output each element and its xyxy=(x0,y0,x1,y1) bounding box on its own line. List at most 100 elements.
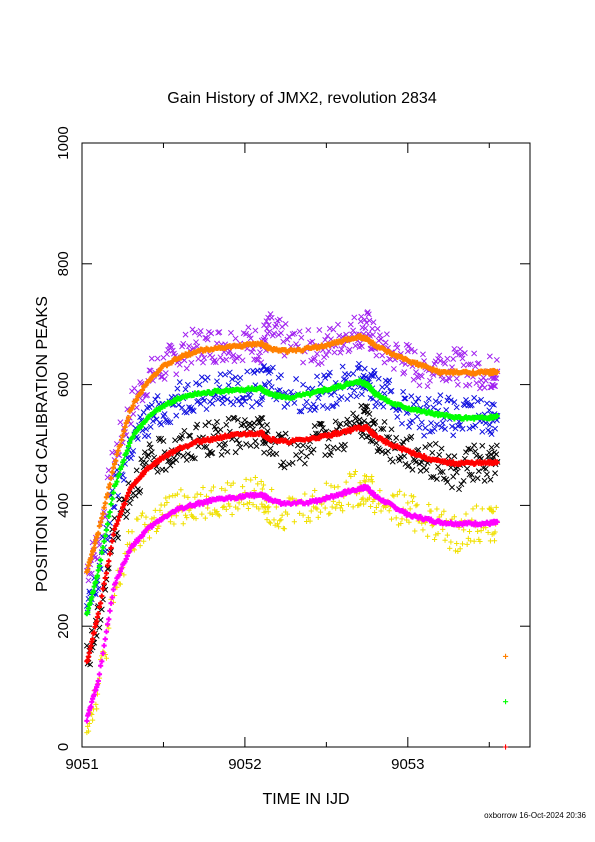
data-point xyxy=(402,395,409,402)
data-point xyxy=(204,374,211,381)
y-tick-label: 800 xyxy=(55,251,72,276)
data-point xyxy=(390,365,397,372)
data-point xyxy=(303,453,310,460)
data-point xyxy=(125,414,132,421)
data-point xyxy=(329,504,335,510)
data-point xyxy=(180,340,187,347)
data-point xyxy=(254,357,261,364)
data-point xyxy=(416,382,423,389)
data-point xyxy=(135,427,141,433)
data-point xyxy=(223,356,230,363)
data-point xyxy=(337,505,343,511)
data-point xyxy=(343,421,350,428)
data-point xyxy=(121,428,127,434)
data-point xyxy=(409,466,416,473)
data-point xyxy=(265,505,271,511)
data-point xyxy=(428,508,434,514)
data-point xyxy=(102,575,108,581)
data-point xyxy=(369,438,376,445)
data-point xyxy=(358,391,365,398)
data-point xyxy=(261,449,268,456)
data-point xyxy=(122,424,128,430)
data-point xyxy=(337,349,344,356)
data-point xyxy=(465,361,472,368)
data-point xyxy=(94,706,100,712)
data-point xyxy=(385,448,391,455)
data-point xyxy=(490,382,497,389)
data-point xyxy=(488,444,495,451)
data-point xyxy=(114,521,120,527)
data-point xyxy=(99,658,105,664)
data-point xyxy=(154,393,161,400)
data-point xyxy=(120,504,126,510)
data-point xyxy=(481,477,488,484)
data-point xyxy=(100,650,106,657)
data-point xyxy=(240,395,247,401)
y-tick-label: 0 xyxy=(55,743,72,751)
data-point xyxy=(454,381,461,388)
data-point xyxy=(248,477,254,483)
data-point xyxy=(482,377,489,384)
data-point xyxy=(162,466,169,473)
data-point xyxy=(323,480,329,486)
data-point xyxy=(193,515,199,522)
data-point xyxy=(267,520,274,526)
data-point xyxy=(278,330,284,337)
data-point xyxy=(330,402,337,409)
data-point xyxy=(269,364,276,371)
data-point xyxy=(489,401,496,408)
data-point xyxy=(93,701,99,707)
data-point xyxy=(130,434,136,440)
data-point xyxy=(446,375,453,382)
data-point xyxy=(117,419,124,426)
data-point xyxy=(307,518,313,524)
data-point xyxy=(478,528,484,534)
data-point xyxy=(380,403,387,410)
data-point xyxy=(167,419,174,426)
data-point xyxy=(461,350,468,356)
data-point xyxy=(115,535,122,541)
data-point xyxy=(214,418,220,425)
data-point xyxy=(154,355,161,362)
data-point xyxy=(457,421,464,428)
data-point xyxy=(334,502,340,508)
data-point xyxy=(352,468,359,475)
data-point xyxy=(453,469,460,476)
data-point xyxy=(291,400,298,406)
data-point xyxy=(253,443,260,450)
data-point xyxy=(137,414,144,421)
data-point xyxy=(483,400,490,407)
data-point xyxy=(259,501,265,507)
data-point xyxy=(223,421,230,428)
data-point xyxy=(257,349,263,356)
data-point xyxy=(110,532,117,538)
data-point xyxy=(123,514,130,520)
data-point xyxy=(372,403,379,410)
data-point xyxy=(326,325,333,332)
data-point xyxy=(361,501,367,507)
data-point xyxy=(294,442,301,449)
data-point xyxy=(448,539,454,545)
data-point xyxy=(458,351,465,358)
data-point xyxy=(479,442,486,449)
data-series-layer xyxy=(83,309,509,750)
data-point xyxy=(267,368,274,375)
data-point xyxy=(482,465,489,472)
data-point xyxy=(176,379,183,386)
data-point xyxy=(378,425,385,432)
data-point xyxy=(226,369,233,376)
data-point xyxy=(161,376,168,382)
data-point xyxy=(419,351,426,358)
data-series-6 xyxy=(84,424,500,664)
data-point xyxy=(399,420,405,427)
data-point xyxy=(152,396,159,403)
data-point xyxy=(470,477,476,483)
data-point xyxy=(468,401,475,408)
data-point xyxy=(345,501,352,507)
data-point xyxy=(274,521,281,527)
data-point xyxy=(325,348,332,355)
data-point xyxy=(308,508,314,514)
data-point xyxy=(208,488,214,494)
data-point xyxy=(418,373,425,380)
data-point xyxy=(152,507,158,513)
